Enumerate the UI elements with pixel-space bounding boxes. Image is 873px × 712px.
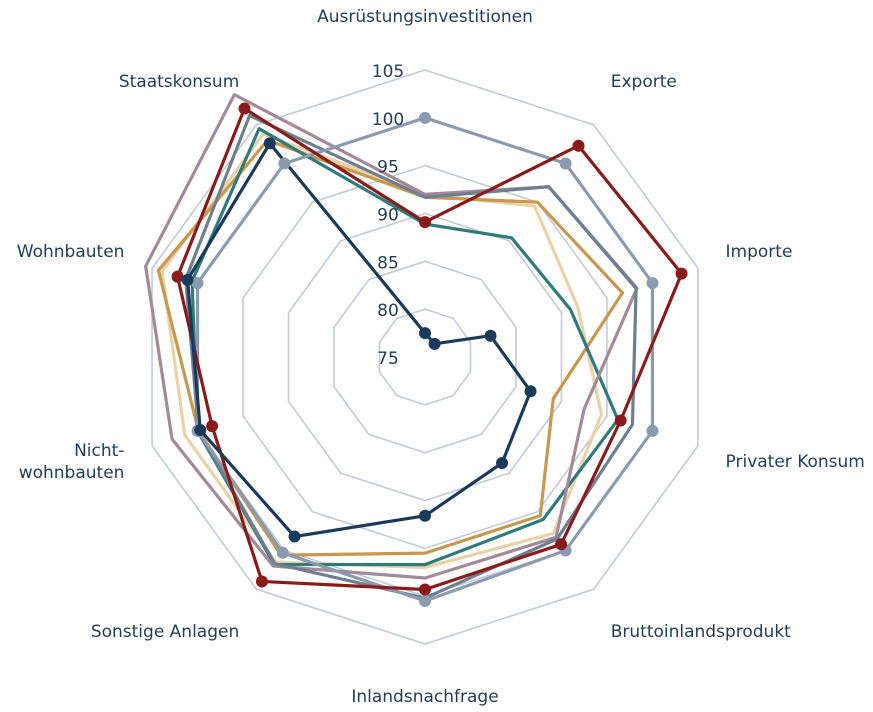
data-point xyxy=(675,267,688,280)
r-tick-label: 80 xyxy=(377,301,399,321)
data-point xyxy=(524,385,537,398)
grid-ring xyxy=(333,260,517,454)
r-tick-label: 100 xyxy=(372,110,404,130)
series-line xyxy=(156,138,625,557)
data-point xyxy=(419,111,431,124)
data-point xyxy=(181,273,194,286)
data-point xyxy=(419,216,431,229)
data-point xyxy=(484,329,497,342)
data-point xyxy=(278,157,291,170)
grid-ring xyxy=(242,164,608,550)
r-tick-label: 85 xyxy=(377,253,399,273)
data-point xyxy=(614,414,627,427)
data-point xyxy=(194,424,207,437)
data-point xyxy=(572,139,585,152)
data-point xyxy=(171,270,184,283)
data-point xyxy=(206,420,219,433)
r-tick-label: 95 xyxy=(377,158,399,178)
axis-label: Nicht-wohnbauten xyxy=(19,441,125,483)
data-point xyxy=(419,327,431,340)
data-point xyxy=(276,546,289,559)
data-point xyxy=(191,277,204,290)
data-point xyxy=(419,583,431,596)
axis-label: Sonstige Anlagen xyxy=(91,622,239,642)
data-point xyxy=(496,457,509,470)
axis-label: Exporte xyxy=(611,72,677,92)
data-point xyxy=(288,530,301,543)
data-point xyxy=(419,509,431,522)
axis-label: Wohnbauten xyxy=(17,242,125,262)
axis-label: Inlandsnachfrage xyxy=(351,687,498,707)
data-point xyxy=(646,277,659,290)
series-line xyxy=(190,127,620,567)
grid-ring xyxy=(287,212,563,502)
data-point xyxy=(559,157,572,170)
data-point xyxy=(263,137,276,150)
data-point xyxy=(255,575,268,588)
axis-label: Privater Konsum xyxy=(726,452,865,472)
r-tick-label: 90 xyxy=(377,206,399,226)
axis-label: Staatskonsum xyxy=(119,72,239,92)
data-point xyxy=(419,594,431,607)
r-tick-label: 75 xyxy=(377,349,399,369)
data-point xyxy=(555,538,568,551)
axis-label: Ausrüstungsinvestitionen xyxy=(317,7,533,27)
r-tick-label: 105 xyxy=(372,62,404,82)
data-point xyxy=(238,102,251,115)
grid-ring xyxy=(378,308,472,406)
grid-ring xyxy=(151,69,699,645)
axis-label: Importe xyxy=(726,242,793,262)
axis-label: Bruttoinlandsprodukt xyxy=(611,622,791,642)
series-line xyxy=(195,116,655,603)
series-line xyxy=(185,141,533,539)
data-point xyxy=(646,424,659,437)
data-point xyxy=(428,337,441,350)
